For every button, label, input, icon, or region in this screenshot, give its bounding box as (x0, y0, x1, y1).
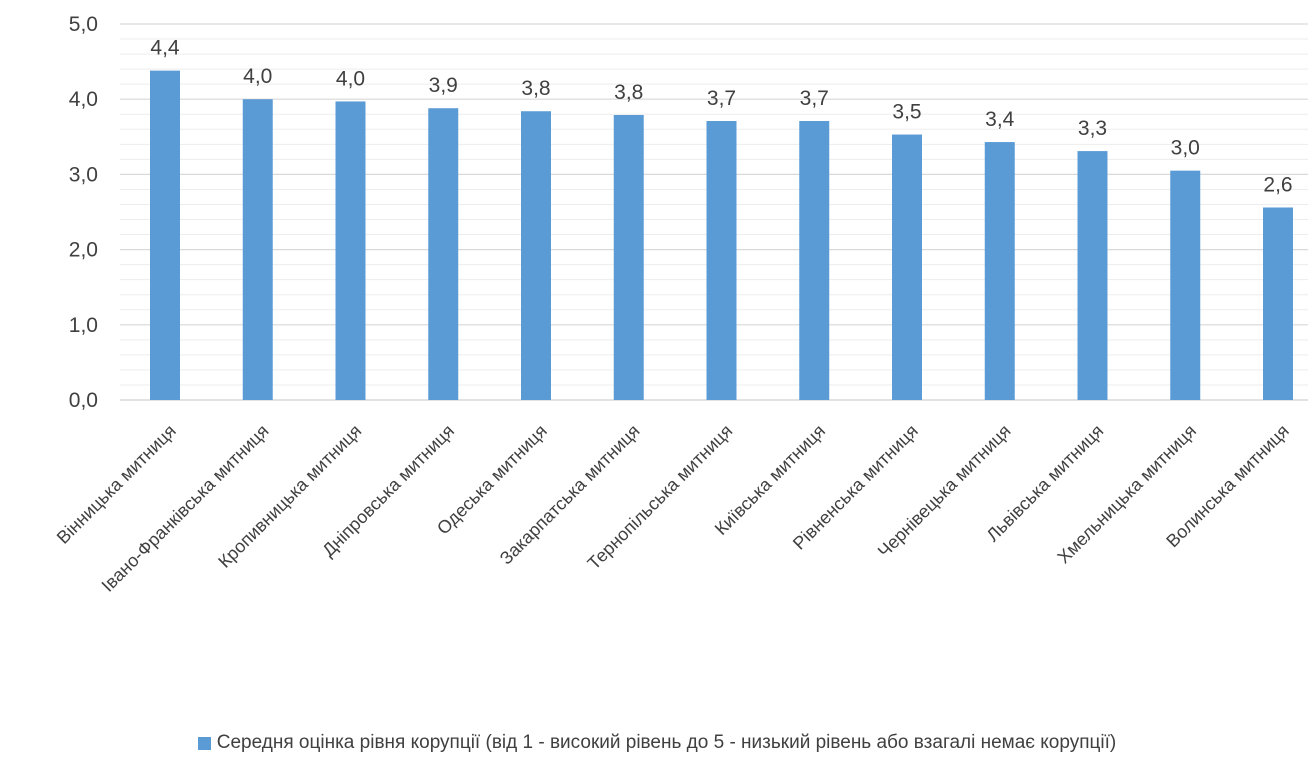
bar (1263, 207, 1293, 400)
y-tick-label: 5,0 (69, 13, 98, 36)
y-tick-label: 4,0 (69, 88, 98, 111)
legend-swatch (197, 736, 211, 750)
legend: Середня оцінка рівня корупції (від 1 - в… (0, 732, 1314, 754)
bar (242, 99, 273, 400)
data-label: 3,7 (800, 87, 829, 110)
bar (799, 121, 830, 401)
data-label: 4,4 (150, 37, 180, 60)
bar (613, 114, 644, 400)
bar (984, 142, 1015, 400)
data-label: 3,4 (985, 108, 1015, 131)
bar (706, 121, 737, 401)
data-label: 3,3 (1078, 117, 1107, 140)
y-tick-label: 3,0 (69, 163, 98, 186)
data-label: 2,6 (1263, 173, 1292, 196)
bar (892, 134, 922, 400)
data-label: 3,5 (892, 101, 921, 124)
bar (428, 108, 459, 400)
bar (1170, 170, 1201, 400)
y-tick-label: 0,0 (69, 389, 98, 412)
x-tick-label: Івано-Франківська митниця (98, 421, 273, 596)
y-tick-label: 2,0 (69, 239, 98, 262)
bar (521, 111, 551, 401)
bar (335, 101, 366, 401)
data-label: 4,0 (243, 65, 272, 88)
data-label: 3,8 (614, 81, 643, 104)
legend-label: Середня оцінка рівня корупції (від 1 - в… (216, 732, 1117, 753)
bar (1077, 151, 1108, 400)
bar (150, 70, 180, 401)
data-label: 3,0 (1171, 137, 1200, 160)
data-label: 3,8 (521, 77, 550, 100)
y-tick-label: 1,0 (69, 314, 98, 337)
data-label: 3,9 (429, 74, 458, 97)
data-label: 3,7 (707, 87, 736, 110)
data-label: 4,0 (336, 67, 365, 90)
